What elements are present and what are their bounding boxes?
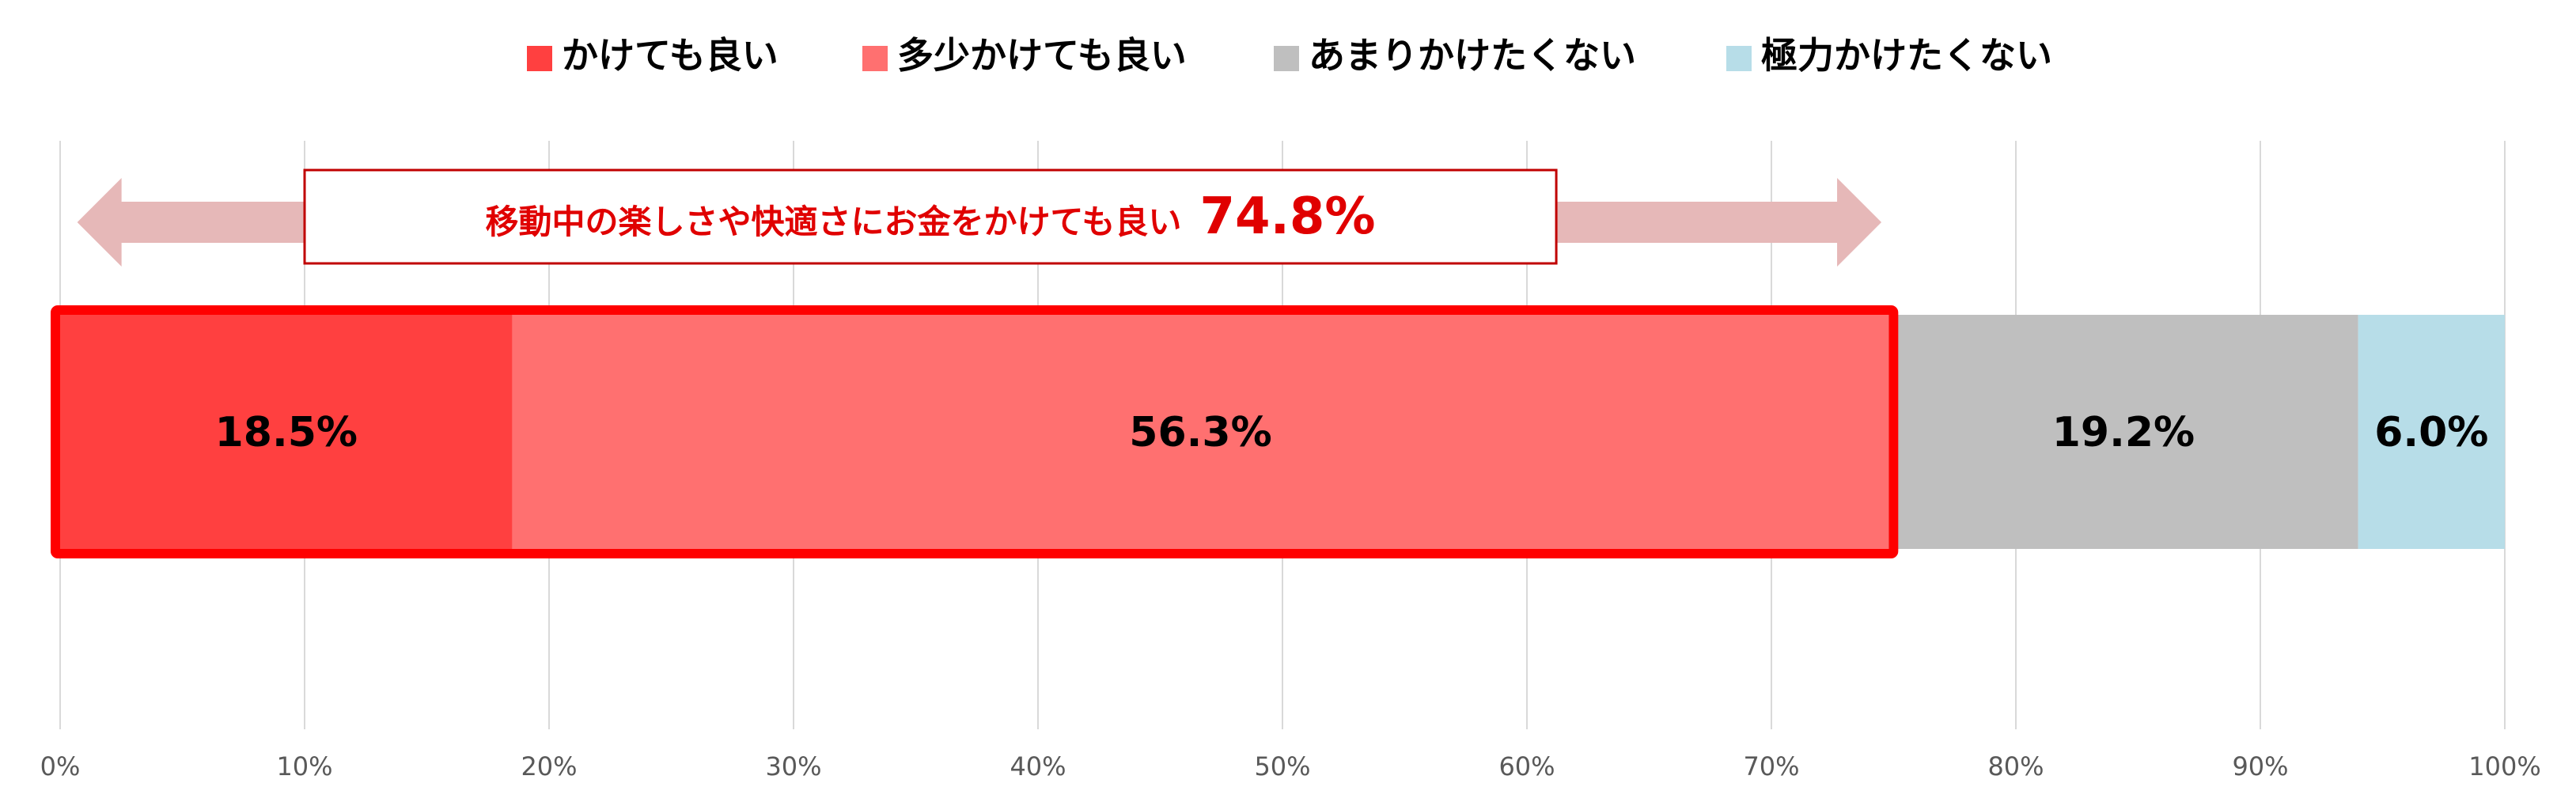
legend-label: 多少かけても良い — [897, 34, 1187, 77]
value-label: 6.0% — [2374, 409, 2488, 456]
callout-label-text: 移動中の楽しさや快適さにお金をかけても良い 74.8% — [486, 187, 1376, 246]
x-tick-label: 20% — [521, 751, 577, 781]
legend: かけても良い 多少かけても良い あまりかけたくない 極力かけたくない — [527, 34, 2052, 77]
value-label: 19.2% — [2052, 409, 2195, 456]
x-tick-label: 80% — [1987, 751, 2044, 781]
x-tick-label: 40% — [1010, 751, 1066, 781]
callout-annotation: 移動中の楽しさや快適さにお金をかけても良い 74.8% — [77, 168, 1882, 267]
x-tick-label: 100% — [2468, 751, 2540, 781]
legend-swatch — [862, 46, 888, 71]
legend-swatch — [1726, 46, 1752, 71]
callout-box — [303, 168, 1558, 265]
x-tick-label: 50% — [1254, 751, 1310, 781]
callout-value: 74.8% — [1200, 187, 1376, 246]
x-tick-label: 90% — [2232, 751, 2288, 781]
legend-label: 極力かけたくない — [1761, 34, 2052, 77]
highlight-outline — [51, 305, 1899, 558]
bar-segments — [60, 315, 2505, 549]
legend-label: あまりかけたくない — [1309, 34, 1636, 77]
x-tick-label: 70% — [1743, 751, 1799, 781]
bar-segment — [60, 315, 513, 549]
bar-segment — [512, 315, 1889, 549]
x-tick-label: 0% — [40, 751, 81, 781]
value-label: 18.5% — [215, 409, 358, 456]
x-tick-label: 30% — [765, 751, 821, 781]
x-axis-tick-labels: 0% 10% 20% 30% 40% 50% 60% 70% 80% 90% 100% — [40, 751, 2541, 781]
legend-label: かけても良い — [562, 34, 778, 77]
legend-swatch — [527, 46, 552, 71]
legend-swatch — [1274, 46, 1299, 71]
x-tick-label: 10% — [276, 751, 332, 781]
callout-text: 移動中の楽しさや快適さにお金をかけても良い — [486, 202, 1182, 241]
segment-value-labels: 18.5% 56.3% 19.2% 6.0% — [215, 409, 2489, 456]
value-label: 56.3% — [1129, 409, 1271, 456]
bar-segment — [1888, 315, 2358, 549]
bar-segment — [2358, 315, 2505, 549]
x-tick-label: 60% — [1498, 751, 1555, 781]
